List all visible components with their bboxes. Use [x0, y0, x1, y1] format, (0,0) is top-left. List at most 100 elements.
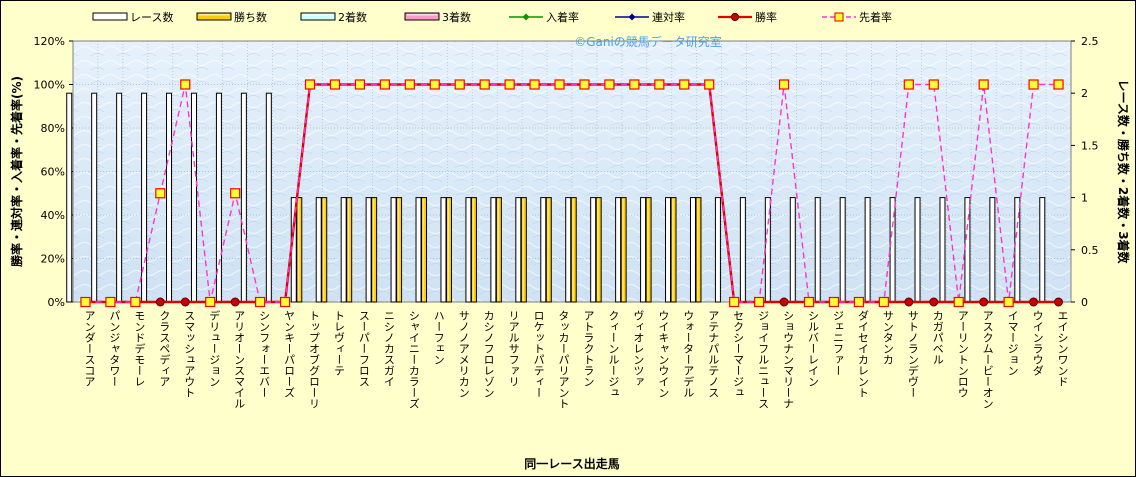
bar-レース数 [390, 197, 397, 303]
y-tick-label-left: 0% [48, 296, 65, 309]
bar-レース数 [365, 197, 372, 303]
marker-先着率 [479, 79, 490, 90]
bar-highlight [522, 198, 524, 301]
marker-先着率 [953, 296, 964, 308]
legend-swatch-highlight [95, 14, 125, 16]
bar-レース数 [839, 197, 846, 303]
x-tick-label: エイシンワンド [1056, 310, 1069, 387]
legend-item-勝ち数: 勝ち数 [196, 10, 267, 24]
y-tick-label-right: 0.5 [1081, 244, 1099, 257]
x-tick-label: ジェニファー [831, 310, 844, 376]
marker-先着率 [80, 296, 91, 308]
bar-highlight [117, 94, 120, 301]
bar-勝ち数 [520, 197, 527, 303]
x-tick-label: ニシノカスガイ [382, 310, 395, 387]
bar-highlight [991, 198, 993, 301]
bar-highlight [192, 94, 195, 301]
bar-レース数 [240, 92, 247, 303]
bar-レース数 [964, 197, 971, 303]
marker-先着率 [604, 79, 615, 90]
bar-勝ち数 [321, 197, 328, 303]
x-tick-label: クラスペディア [158, 310, 171, 387]
marker-先着率 [205, 296, 216, 308]
line-先着率 [85, 83, 1059, 303]
legend-label: 2着数 [338, 10, 367, 24]
marker-先着率 [654, 79, 665, 90]
x-tick-label: モンドデモーレ [133, 310, 146, 387]
legend-label: 先着率 [859, 10, 892, 24]
bar-レース数 [315, 197, 322, 303]
bar-highlight [741, 198, 743, 301]
bar-highlight [167, 94, 170, 301]
bar-highlight [472, 198, 475, 301]
x-tick-label: ヴィオレンツァ [632, 310, 645, 387]
bar-highlight [67, 94, 70, 301]
bar-highlight [597, 198, 599, 301]
marker-先着率 [803, 296, 815, 308]
bar-highlight [492, 198, 494, 301]
bar-レース数 [914, 197, 921, 303]
marker-勝率 [180, 297, 190, 307]
x-tick-label: スーパーフロス [357, 310, 370, 387]
marker-先着率 [130, 296, 141, 308]
bar-highlight [347, 198, 350, 301]
bar-レース数 [864, 197, 871, 303]
x-tick-label: シンフォーエバー [258, 310, 271, 398]
marker-先着率 [1003, 296, 1014, 308]
marker-先着率 [554, 79, 565, 90]
bar-レース数 [939, 197, 946, 303]
bar-highlight [547, 198, 549, 301]
marker-先着率 [279, 296, 291, 308]
x-tick-label: パンジャタワー [108, 310, 121, 387]
legend-label: 勝ち数 [234, 10, 267, 24]
bar-highlight [467, 198, 469, 301]
watermark-text: ©Ganiの競馬データ研究室 [574, 34, 722, 49]
bar-勝ち数 [570, 197, 577, 303]
bar-highlight [1040, 198, 1043, 301]
x-tick-label: アトラクトラン [582, 310, 595, 387]
legend-label: レース数 [130, 11, 173, 24]
x-tick-label: シャイニーカラーズ [407, 310, 420, 409]
y-tick-label-left: 80% [41, 122, 65, 135]
y-axis-title-left: 勝率・連対率・入着率・先着率(%) [9, 76, 24, 267]
x-tick-label: リアルサファリ [507, 310, 520, 387]
x-tick-label: ショウナンマリーナ [782, 310, 795, 409]
marker-勝率 [779, 297, 789, 307]
bar-highlight [367, 198, 369, 301]
bar-highlight [342, 198, 344, 301]
bar-レース数 [590, 197, 597, 303]
bar-highlight [517, 198, 519, 301]
marker-先着率 [729, 296, 740, 308]
legend-marker [522, 13, 530, 21]
marker-勝率 [1029, 297, 1039, 307]
marker-先着率 [978, 79, 989, 90]
bar-勝ち数 [396, 197, 403, 303]
bar-勝ち数 [620, 197, 627, 303]
marker-先着率 [579, 79, 590, 90]
bar-highlight [217, 94, 220, 301]
marker-先着率 [878, 296, 889, 308]
bar-レース数 [615, 197, 622, 303]
marker-先着率 [679, 79, 690, 90]
bar-レース数 [190, 92, 197, 303]
legend-item-勝率: 勝率 [718, 10, 777, 24]
x-axis-title: 同一レース出走馬 [524, 456, 619, 471]
marker-先着率 [329, 79, 341, 90]
x-tick-label: ジョイフルニュース [757, 310, 770, 409]
x-tick-label: デリュージョン [208, 309, 221, 387]
bar-highlight [841, 198, 843, 301]
bar-highlight [442, 198, 444, 301]
marker-先着率 [105, 296, 116, 308]
bar-highlight [397, 198, 400, 301]
x-tick-label: カガパベル [931, 310, 944, 365]
bar-レース数 [989, 197, 996, 303]
x-tick-label: アーリントンロウ [956, 310, 969, 398]
bar-highlight [322, 198, 325, 301]
x-tick-label: アリオーンスマイル [233, 310, 246, 409]
legend-item-先着率: 先着率 [822, 10, 892, 24]
y-tick-label-right: 0 [1081, 296, 1088, 309]
x-tick-label: ウォーターアデル [682, 310, 695, 398]
bar-highlight [647, 198, 649, 301]
bar-highlight [691, 198, 694, 301]
